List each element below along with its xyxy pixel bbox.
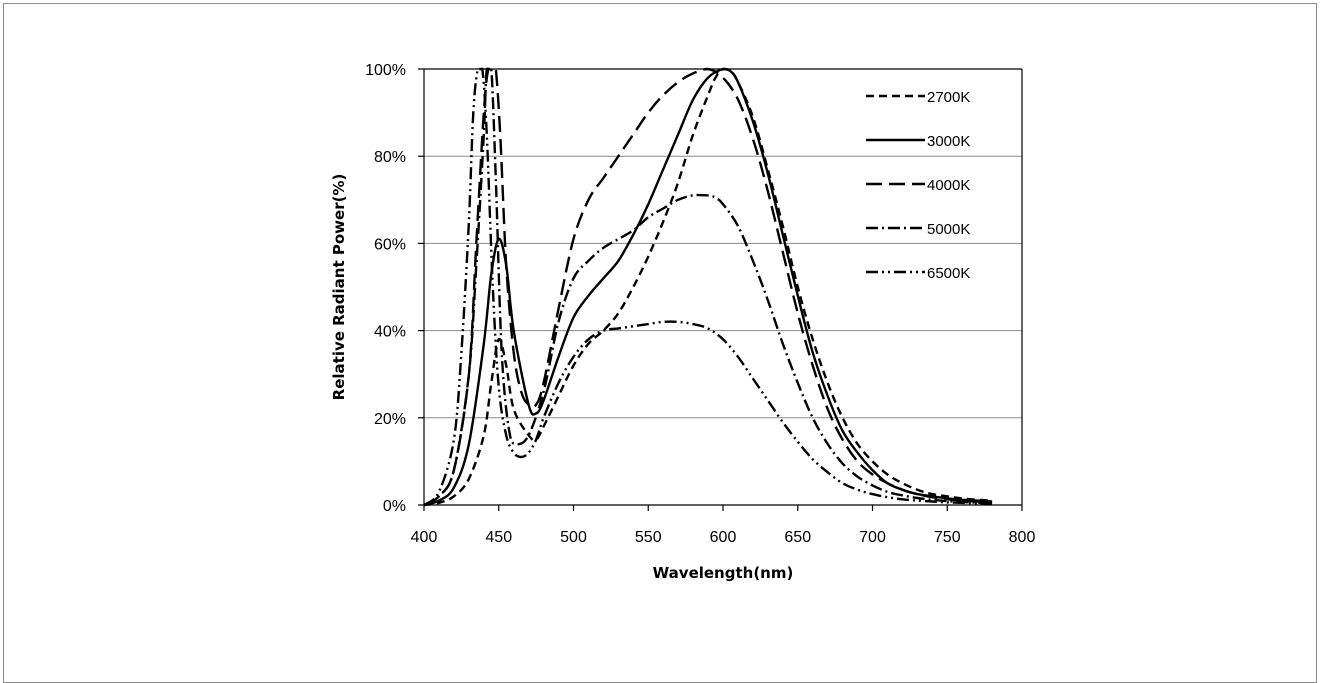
y-axis-title: Relative Radiant Power(%) <box>330 174 348 401</box>
y-tick-label: 60% <box>374 236 406 253</box>
x-tick-label: 650 <box>784 529 811 546</box>
axes <box>418 68 1023 511</box>
gridlines <box>424 68 1022 419</box>
x-tick-label: 500 <box>560 529 587 546</box>
x-tick-label: 550 <box>635 529 662 546</box>
legend-label-3000K: 3000K <box>927 133 970 150</box>
series-line-5000K <box>423 67 993 507</box>
y-tick-label: 0% <box>383 498 406 515</box>
legend-label-4000K: 4000K <box>927 177 970 194</box>
series-lines <box>423 67 993 507</box>
series-line-4000K <box>423 67 993 507</box>
series-line-3000K <box>423 67 993 507</box>
x-axis-title: Wavelength(nm) <box>653 564 794 582</box>
legend-label-2700K: 2700K <box>927 89 970 106</box>
x-tick-label: 700 <box>859 529 886 546</box>
series-line-2700K <box>423 67 993 507</box>
legend: 2700K 3000K 4000K 5000K 6500K <box>866 89 970 282</box>
x-tick-label: 800 <box>1009 529 1036 546</box>
x-tick-labels: 400 450 500 550 600 650 700 750 800 <box>411 529 1036 546</box>
y-tick-label: 80% <box>374 149 406 166</box>
y-tick-labels: 0% 20% 40% 60% 80% 100% <box>365 62 406 515</box>
x-tick-label: 750 <box>934 529 961 546</box>
legend-label-6500K: 6500K <box>927 265 970 282</box>
y-tick-label: 40% <box>374 324 406 341</box>
x-tick-label: 450 <box>485 529 512 546</box>
x-tick-label: 400 <box>411 529 438 546</box>
x-tick-label: 600 <box>710 529 737 546</box>
y-tick-label: 20% <box>374 411 406 428</box>
y-tick-label: 100% <box>365 62 406 79</box>
legend-label-5000K: 5000K <box>927 221 970 238</box>
